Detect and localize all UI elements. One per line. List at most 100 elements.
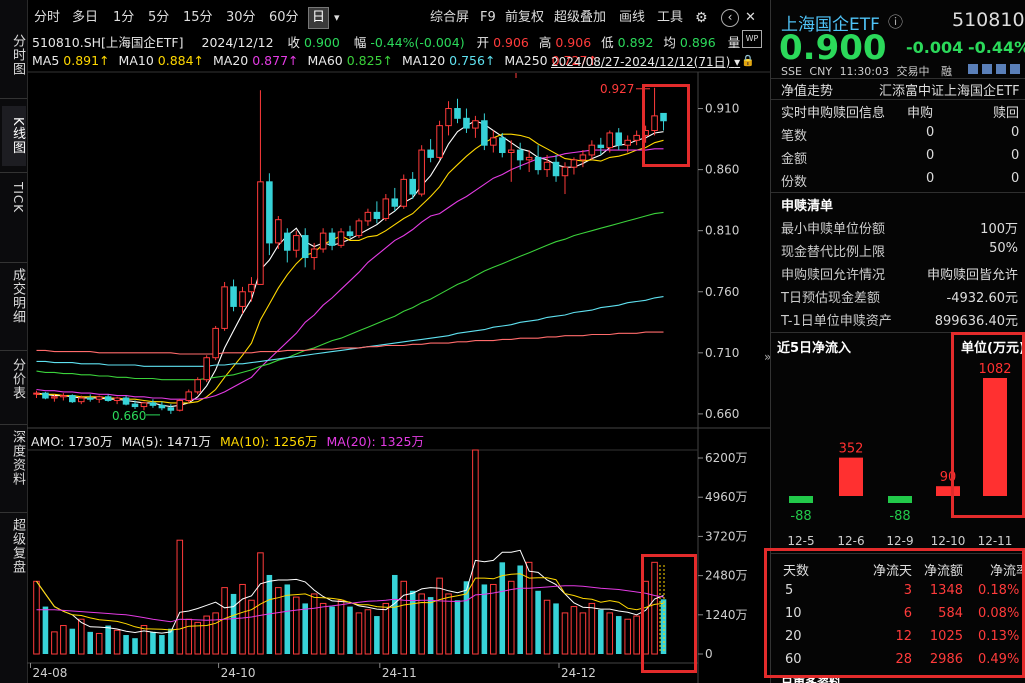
candle-body [579, 154, 587, 161]
volume-bar [624, 618, 631, 655]
period-30min[interactable]: 30分 [226, 10, 256, 25]
price-tick-label: 0.810 [705, 224, 739, 238]
volume-bar [418, 593, 425, 655]
lock-icon[interactable]: 🔒 [741, 54, 755, 67]
ma-line-ma60 [36, 211, 664, 381]
amo-label: AMO: [31, 434, 65, 449]
vol-ma5-label: MA(5): [121, 434, 163, 449]
volume-tick-label: 2480万 [705, 569, 748, 583]
volume-bar [319, 602, 327, 655]
volume-bar [123, 635, 129, 654]
volume-bar [633, 615, 640, 655]
period-multiday[interactable]: 多日 [72, 10, 99, 25]
tab-kline[interactable]: K线图 [2, 106, 26, 166]
candle-body [275, 219, 282, 244]
chart-canvas[interactable]: 0.910 0.860 0.810 0.760 0.710 0.660 0.927 0.66… [0, 0, 770, 683]
period-15min[interactable]: 15分 [183, 10, 213, 25]
candle-body [221, 286, 228, 329]
tab-depth-info[interactable]: 深度资料 [10, 430, 25, 486]
tab-divider [0, 262, 27, 263]
avg-label: 均 [663, 35, 676, 50]
volume-bar [490, 583, 497, 655]
volume-ma-line-ma20 [36, 585, 664, 623]
wp-badge[interactable]: WP [742, 30, 762, 48]
list-row-value: -4932.60元 [946, 291, 1018, 306]
tab-price-table[interactable]: 分价表 [10, 358, 25, 400]
edit-icon[interactable] [968, 64, 978, 74]
date-range-dropdown-icon[interactable]: ▾ [734, 55, 741, 69]
ma60-value: 0.825↑ [346, 53, 393, 68]
candle-body [400, 178, 408, 207]
tab-tick[interactable]: TICK [11, 182, 25, 214]
grid-icon[interactable] [996, 64, 1006, 74]
volume-bar [95, 632, 103, 655]
info-icon[interactable]: ⓘ [888, 13, 904, 31]
period-timeshare[interactable]: 分时 [34, 10, 61, 25]
volume-bar [168, 628, 174, 654]
netflow-date-label: 12-9 [886, 534, 913, 548]
tab-super-review[interactable]: 超级复盘 [10, 518, 25, 574]
adjust-button[interactable]: 前复权 [505, 10, 545, 25]
candle-body [203, 357, 210, 381]
ma250-label: MA250 [504, 53, 548, 68]
candle-body [409, 178, 416, 195]
volume-bar [60, 625, 67, 655]
date-range[interactable]: 2024/08/27-2024/12/12(71日) [551, 55, 731, 69]
period-60min[interactable]: 60分 [269, 10, 299, 25]
high-value: 0.906 [555, 35, 592, 50]
f9-button[interactable]: F9 [480, 10, 496, 25]
volume-bar [248, 599, 255, 655]
candle-body [176, 399, 184, 411]
close-icon[interactable]: ✕ [745, 10, 756, 25]
list-row-label: 现金替代比例上限 [781, 245, 886, 260]
share-icon[interactable] [1010, 64, 1020, 74]
candle-body [525, 156, 533, 161]
gear-icon[interactable]: ⚙ [695, 10, 708, 26]
draw-line-button[interactable]: 画线 [619, 10, 646, 25]
volume-bar [87, 631, 94, 654]
volume-bar [132, 638, 138, 654]
volume-bar [535, 590, 541, 654]
tab-trade-detail[interactable]: 成交明细 [10, 268, 25, 324]
collapse-icon[interactable]: ‹ [721, 9, 739, 27]
toolbar-icons[interactable] [968, 63, 1020, 75]
volume-bar [77, 618, 85, 655]
period-5min[interactable]: 5分 [148, 10, 170, 25]
volume-bar [176, 539, 184, 655]
security-code-large: 510810 [952, 9, 1025, 31]
tab-timeshare[interactable]: 分时图 [10, 34, 25, 76]
volume-bar [113, 629, 121, 655]
flow-cell-net-days: 6 [903, 606, 912, 621]
ma20-value: 0.877↑ [252, 53, 299, 68]
tab-divider [0, 512, 27, 513]
period-daily[interactable]: 日 [308, 7, 330, 29]
netflow-bar [839, 457, 863, 496]
flow-cell-net-amount: 1025 [929, 629, 963, 644]
chart-icon[interactable] [982, 64, 992, 74]
volume-bar [651, 561, 658, 655]
period-dropdown-icon[interactable]: ▾ [334, 11, 340, 24]
volume-bar [570, 606, 578, 655]
multi-screen-button[interactable]: 综合屏 [430, 10, 470, 25]
volume-bars [33, 449, 667, 655]
candle-body [77, 397, 85, 403]
period-1min[interactable]: 1分 [113, 10, 135, 25]
nav-trend-link[interactable]: 净值走势 [781, 84, 834, 99]
super-overlay-button[interactable]: 超级叠加 [554, 10, 607, 25]
volume-bar [194, 621, 201, 655]
separator [771, 332, 1025, 333]
candle-body [301, 235, 309, 259]
left-tab-strip: 分时图 K线图 TICK 成交明细 分价表 深度资料 超级复盘 [0, 0, 28, 683]
flow-header-net-days: 净流天 [872, 564, 912, 579]
expand-panel-icon[interactable]: » [764, 350, 772, 364]
date-range-selector[interactable]: 2024/08/27-2024/12/12(71日) ▾ [551, 53, 740, 70]
candle-body [86, 397, 94, 400]
highlight-box-latest-volume [641, 554, 697, 673]
candle-body [445, 108, 452, 127]
realtime-row-redeem: 0 [1011, 125, 1020, 140]
tools-button[interactable]: 工具 [657, 10, 684, 25]
more-info-link[interactable]: 日更多资料 [781, 676, 842, 683]
candle-body [418, 149, 425, 195]
candle-body [570, 159, 578, 168]
